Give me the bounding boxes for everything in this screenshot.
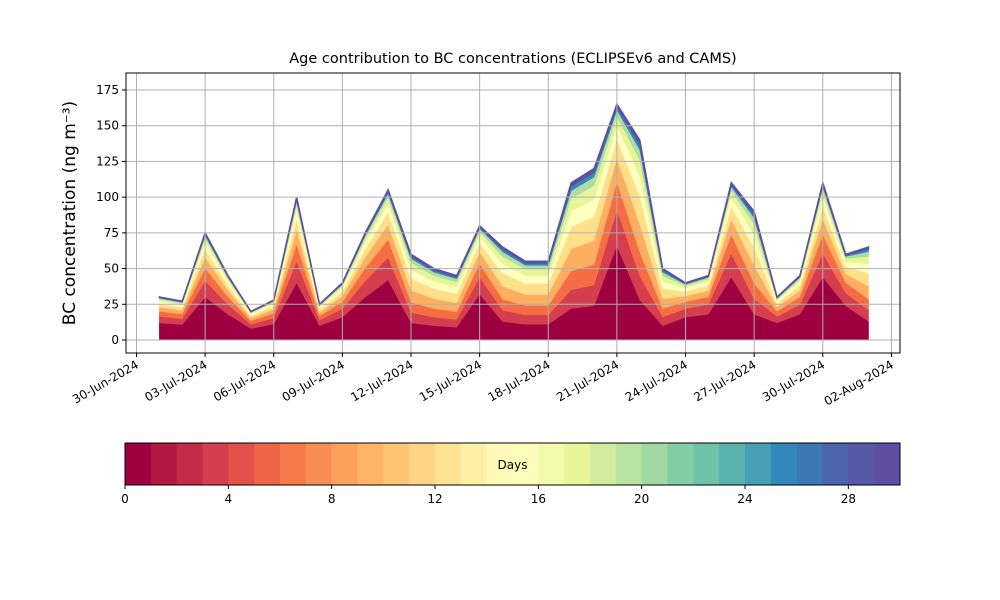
colorbar-cell [693,443,720,485]
x-tick-label: 24-Jul-2024 [623,357,690,404]
x-tick-label: 09-Jul-2024 [280,357,347,404]
y-tick-label: 150 [96,119,119,133]
colorbar-cell [874,443,901,485]
y-tick-label: 175 [96,83,119,97]
colorbar-cell [280,443,307,485]
x-tick-label: 02-Aug-2024 [822,357,896,408]
colorbar-cell [590,443,617,485]
colorbar-cell [512,443,539,485]
colorbar-cell [770,443,797,485]
x-tick-label: 03-Jul-2024 [142,357,209,404]
colorbar-cell [538,443,565,485]
colorbar-tick-label: 24 [737,492,752,506]
x-tick-label: 12-Jul-2024 [348,357,415,404]
y-tick-label: 125 [96,154,119,168]
colorbar-tick-label: 8 [328,492,336,506]
chart-title: Age contribution to BC concentrations (E… [289,51,736,67]
x-tick-label: 27-Jul-2024 [691,357,758,404]
colorbar-cell [228,443,255,485]
colorbar-cell [331,443,358,485]
colorbar-cell [719,443,746,485]
colorbar-cell [564,443,591,485]
y-tick-label: 0 [111,333,119,347]
y-axis-label: BC concentration (ng m⁻³) [60,101,80,325]
x-tick-label: 30-Jun-2024 [70,357,141,406]
x-tick-label: 18-Jul-2024 [485,357,552,404]
colorbar-frame [124,442,901,486]
x-tick-label: 21-Jul-2024 [554,357,621,404]
plot-frame [125,72,901,354]
colorbar-cell [460,443,487,485]
colorbar-cell [796,443,823,485]
colorbar-cell [641,443,668,485]
x-tick-label: 30-Jul-2024 [760,357,827,404]
colorbar-tick-label: 20 [634,492,649,506]
colorbar-tick-label: 0 [121,492,129,506]
colorbar-cell [305,443,332,485]
y-tick-label: 100 [96,190,119,204]
colorbar-label: Days [498,458,528,472]
colorbar-tick-label: 28 [841,492,856,506]
colorbar-cell [357,443,384,485]
colorbar-cell [486,443,513,485]
colorbar: Days 0 4 8 12 16 20 24 28 [121,442,901,506]
colorbar-cell [125,443,152,485]
colorbar-tick-label: 12 [427,492,442,506]
y-tick-label: 25 [104,297,119,311]
colorbar-cell [176,443,203,485]
y-tick-label: 50 [104,262,119,276]
colorbar-cell [615,443,642,485]
colorbar-cell [254,443,281,485]
colorbar-cell [822,443,849,485]
colorbar-tick-label: 16 [531,492,546,506]
colorbar-tick-label: 4 [225,492,233,506]
y-tick-label: 75 [104,226,119,240]
colorbar-cell [409,443,436,485]
colorbar-cell [202,443,229,485]
grid [126,73,900,353]
areas [158,102,870,341]
x-tick-label: 15-Jul-2024 [417,357,484,404]
colorbar-cell [435,443,462,485]
colorbar-cell [667,443,694,485]
colorbar-cell [383,443,410,485]
colorbar-cell [848,443,875,485]
colorbar-cell [150,443,177,485]
x-tick-label: 06-Jul-2024 [211,357,278,404]
colorbar-cell [745,443,772,485]
